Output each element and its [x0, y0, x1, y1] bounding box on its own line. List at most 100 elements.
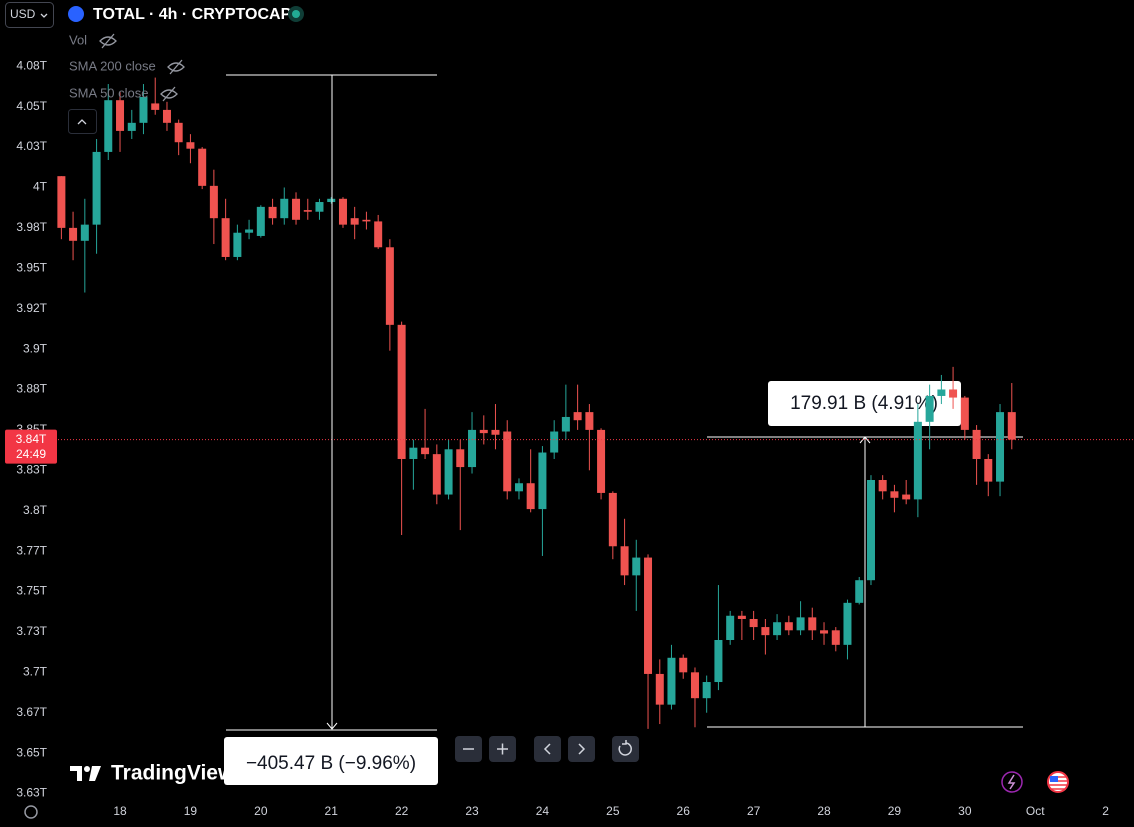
candle-body: [925, 395, 934, 422]
candle-body: [198, 148, 207, 186]
candle-body: [608, 492, 617, 547]
candle-body: [209, 185, 218, 219]
right-icon: [578, 743, 586, 755]
candle-body: [280, 198, 289, 219]
header: USD TOTAL · 4h · CRYPTOCAP Vol SMA 200 c…: [5, 2, 304, 134]
logo-mark: [70, 766, 82, 781]
reset[interactable]: [612, 736, 639, 762]
indicator-label[interactable]: SMA 50 close: [69, 85, 149, 100]
candle-body: [773, 622, 782, 636]
candle-body: [679, 657, 688, 673]
candle-body: [468, 429, 477, 468]
candle-body: [432, 454, 441, 495]
candle-body: [303, 210, 312, 212]
y-tick-label: 3.7T: [23, 664, 48, 678]
candle-body: [151, 103, 160, 110]
candle-body: [550, 431, 559, 453]
x-tick-label: 24: [536, 804, 550, 818]
countdown-label: 24:49: [16, 447, 46, 461]
candle-body: [92, 151, 101, 225]
candle-body: [268, 206, 277, 219]
lightning: [1007, 774, 1016, 790]
measure-label: −405.47 B (−9.96%): [246, 753, 416, 774]
candle-body: [327, 198, 336, 203]
candle-body: [374, 221, 383, 248]
candles: [57, 77, 1016, 729]
x-tick-label: 25: [606, 804, 620, 818]
candle-body: [902, 494, 911, 500]
candle-body: [292, 198, 301, 220]
x-tick-label: 28: [817, 804, 831, 818]
indicator-label[interactable]: SMA 200 close: [69, 58, 156, 73]
settings-icon[interactable]: [24, 805, 38, 819]
candle-body: [233, 232, 242, 257]
scroll-right[interactable]: [568, 736, 595, 762]
candle-body: [866, 480, 875, 581]
plus-icon: [497, 743, 508, 755]
collapse-button[interactable]: [68, 109, 97, 134]
lightning-icon[interactable]: [1001, 771, 1023, 793]
candle-body: [573, 412, 582, 421]
candle-body: [479, 429, 488, 434]
scroll-left[interactable]: [534, 736, 561, 762]
hidden-icons: [99, 33, 185, 102]
candle-body: [960, 397, 969, 430]
candle-body: [913, 421, 922, 500]
symbol-title[interactable]: TOTAL · 4h · CRYPTOCAP: [93, 6, 292, 23]
candle-body: [820, 630, 829, 634]
candle-body: [503, 431, 512, 492]
y-tick-label: 4.03T: [16, 139, 47, 153]
candle-body: [808, 617, 817, 631]
flag-canton: [1050, 776, 1058, 782]
left-icon: [543, 743, 551, 755]
candle-body: [737, 615, 746, 619]
y-tick-label: 3.77T: [16, 543, 47, 557]
chevron: [40, 13, 48, 18]
y-tick-label: 3.63T: [16, 786, 47, 800]
candle-body: [350, 218, 359, 225]
brand-name: TradingView: [111, 762, 235, 785]
candle-body: [655, 673, 664, 705]
y-tick-label: 3.73T: [16, 624, 47, 638]
candle-body: [174, 122, 183, 143]
candle-body: [362, 219, 371, 222]
x-tick-label: 23: [465, 804, 479, 818]
y-tick-label: 3.75T: [16, 584, 47, 598]
x-tick-label: 21: [325, 804, 339, 818]
arrow-head: [326, 722, 338, 730]
candle-body: [690, 672, 699, 699]
eye-off[interactable]: [99, 33, 117, 49]
y-tick-label: 3.92T: [16, 301, 47, 315]
y-tick-label: 3.95T: [16, 260, 47, 274]
candle-body: [597, 429, 606, 493]
candle-body: [514, 483, 523, 492]
measure-up: 179.91 B (4.91%): [707, 381, 1023, 728]
candle-body: [843, 602, 852, 645]
x-tick-label: 20: [254, 804, 268, 818]
eye-off[interactable]: [167, 59, 185, 75]
candle-body: [796, 617, 805, 631]
y-tick-label: 3.83T: [16, 462, 47, 476]
measure-down: −405.47 B (−9.96%): [224, 74, 438, 785]
y-tick-label: 4T: [33, 180, 48, 194]
candle-body: [256, 206, 265, 236]
x-tick-label: Oct: [1026, 804, 1045, 818]
candle-body: [667, 657, 676, 705]
candle-body: [139, 96, 148, 123]
last-price-label: 3.84T: [16, 432, 47, 446]
candle-body: [726, 615, 735, 640]
candle-body: [221, 218, 230, 257]
measure-label: 179.91 B (4.91%): [790, 393, 938, 414]
x-tick-label: 29: [888, 804, 902, 818]
candle-body: [761, 627, 770, 636]
candle-body: [69, 227, 78, 241]
y-tick-label: 3.98T: [16, 220, 47, 234]
candle-body: [620, 546, 629, 576]
y-tick-label: 3.9T: [23, 341, 48, 355]
candle-body: [80, 224, 89, 241]
candle-body: [972, 429, 981, 459]
candle-body: [57, 176, 66, 228]
eye-off[interactable]: [160, 86, 178, 102]
currency-select[interactable]: [5, 2, 54, 28]
indicator-label[interactable]: Vol: [69, 32, 87, 47]
